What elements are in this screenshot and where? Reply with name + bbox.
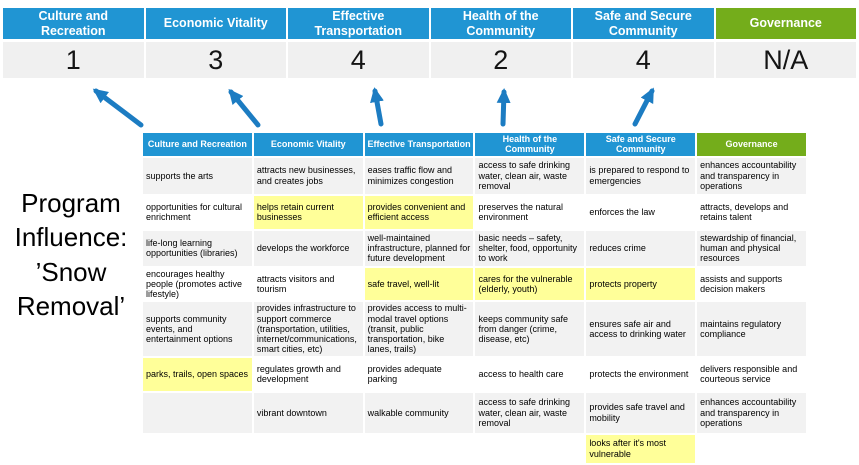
- matrix-row: vibrant downtown walkable community access…: [143, 392, 806, 433]
- matrix-header-cell: Safe and Secure Community: [586, 133, 696, 156]
- matrix-cell: vibrant downtown: [253, 392, 363, 433]
- matrix-table: Culture and Recreation Economic Vitality E…: [141, 131, 808, 465]
- matrix-header-row: Culture and Recreation Economic Vitality E…: [143, 133, 806, 156]
- summary-score-cell: 4: [288, 42, 429, 78]
- summary-score-row: 1 3 4 2 4 N/A: [3, 42, 856, 78]
- matrix-cell: attracts new businesses, and creates job…: [253, 157, 363, 194]
- matrix-cell: [253, 434, 363, 463]
- matrix-cell: encourages healthy people (promotes acti…: [143, 267, 252, 301]
- up-arrow-icon-3: [370, 87, 384, 127]
- matrix-cell: stewardship of financial, human and phys…: [697, 230, 806, 266]
- matrix-cell-highlighted: basic needs – safety, shelter, food, opp…: [475, 230, 585, 266]
- matrix-cell: access to safe drinking water, clean air…: [475, 157, 585, 194]
- summary-header-cell: Governance: [715, 8, 856, 39]
- summary-header-cell: Economic Vitality: [145, 8, 286, 39]
- matrix-cell: assists and supports decision makers: [697, 267, 806, 301]
- matrix-header-cell: Governance: [697, 133, 806, 156]
- matrix-cell: enforces the law: [586, 195, 696, 229]
- summary-header-row: Culture and Recreation Economic Vitality E…: [3, 8, 856, 39]
- matrix-cell: attracts, develops and retains talent: [697, 195, 806, 229]
- matrix-cell-highlighted: cares for the vulnerable (elderly, youth…: [475, 267, 585, 301]
- matrix-cell: delivers responsible and courteous servi…: [697, 357, 806, 391]
- up-arrow-icon-5: [632, 87, 655, 127]
- matrix-header-cell: Effective Transportation: [364, 133, 474, 156]
- up-arrow-icon-1: [92, 88, 144, 128]
- matrix-cell: supports community events, and entertain…: [143, 302, 252, 356]
- matrix-cell: well-maintained infrastructure, planned …: [364, 230, 474, 266]
- matrix-row: life-long learning opportunities (librar…: [143, 230, 806, 266]
- matrix-body: supports the arts attracts new businesses…: [143, 157, 806, 463]
- matrix-cell-highlighted: keeps community safe from danger (crime,…: [475, 302, 585, 356]
- matrix-cell: [475, 434, 585, 463]
- matrix-cell-highlighted: safe travel, well-lit: [364, 267, 474, 301]
- matrix-row: opportunities for cultural enrichment hel…: [143, 195, 806, 229]
- matrix-cell-highlighted: provides safe travel and mobility: [586, 392, 696, 433]
- matrix-row: encourages healthy people (promotes acti…: [143, 267, 806, 301]
- matrix-cell-highlighted: eases traffic flow and minimizes congest…: [364, 157, 474, 194]
- matrix-cell: preserves the natural environment: [475, 195, 585, 229]
- matrix-cell: opportunities for cultural enrichment: [143, 195, 252, 229]
- matrix-cell: enhances accountability and transparency…: [697, 157, 806, 194]
- matrix-cell: [143, 392, 252, 433]
- matrix-cell: access to health care: [475, 357, 585, 391]
- matrix-row: supports the arts attracts new businesses…: [143, 157, 806, 194]
- matrix-row: parks, trails, open spaces regulates grow…: [143, 357, 806, 391]
- matrix-cell: supports the arts: [143, 157, 252, 194]
- matrix-header-cell: Health of the Community: [475, 133, 585, 156]
- matrix-row: looks after it's most vulnerable: [143, 434, 806, 463]
- summary-score-cell: N/A: [715, 42, 856, 78]
- summary-score-cell: 1: [3, 42, 144, 78]
- matrix-cell: maintains regulatory compliance: [697, 302, 806, 356]
- matrix-cell: regulates growth and development: [253, 357, 363, 391]
- matrix-cell-highlighted: provides convenient and efficient access: [364, 195, 474, 229]
- matrix-cell: walkable community: [364, 392, 474, 433]
- matrix-cell-highlighted: looks after it's most vulnerable: [586, 434, 696, 463]
- matrix-cell-highlighted: helps retain current businesses: [253, 195, 363, 229]
- matrix-cell-highlighted: parks, trails, open spaces: [143, 357, 252, 391]
- matrix-row: supports community events, and entertain…: [143, 302, 806, 356]
- matrix-cell: protects the environment: [586, 357, 696, 391]
- summary-score-cell: 3: [145, 42, 286, 78]
- summary-header-cell: Safe and Secure Community: [573, 8, 714, 39]
- matrix-cell-highlighted: protects property: [586, 267, 696, 301]
- matrix-header-cell: Culture and Recreation: [143, 133, 252, 156]
- up-arrow-icon-2: [228, 88, 261, 128]
- summary-score-cell: 2: [430, 42, 571, 78]
- matrix-cell: life-long learning opportunities (librar…: [143, 230, 252, 266]
- matrix-cell: reduces crime: [586, 230, 696, 266]
- matrix-cell-highlighted: provides infrastructure to support comme…: [253, 302, 363, 356]
- matrix-cell: provides adequate parking: [364, 357, 474, 391]
- matrix-header-cell: Economic Vitality: [253, 133, 363, 156]
- up-arrow-icon-4: [496, 88, 511, 127]
- matrix-cell: attracts visitors and tourism: [253, 267, 363, 301]
- matrix-cell: [697, 434, 806, 463]
- summary-header-cell: Health of the Community: [430, 8, 571, 39]
- program-influence-label: Program Influence: ’Snow Removal’: [14, 188, 128, 321]
- matrix-cell-highlighted: provides access to multi-modal travel op…: [364, 302, 474, 356]
- matrix-cell: ensures safe air and access to drinking …: [586, 302, 696, 356]
- matrix-cell: [143, 434, 252, 463]
- summary-header-cell: Effective Transportation: [288, 8, 429, 39]
- matrix-cell: access to safe drinking water, clean air…: [475, 392, 585, 433]
- summary-header-cell: Culture and Recreation: [3, 8, 144, 39]
- matrix-cell-highlighted: is prepared to respond to emergencies: [586, 157, 696, 194]
- arrows: [92, 87, 655, 128]
- matrix-cell: develops the workforce: [253, 230, 363, 266]
- summary-score-cell: 4: [573, 42, 714, 78]
- matrix-cell: enhances accountability and transparency…: [697, 392, 806, 433]
- matrix-cell: [364, 434, 474, 463]
